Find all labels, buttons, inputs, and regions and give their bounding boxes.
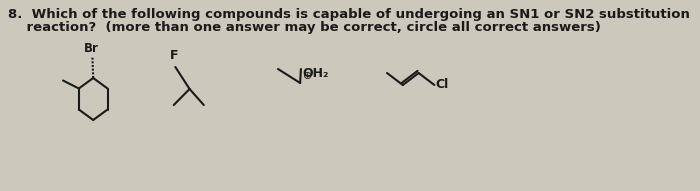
Text: ⊕: ⊕	[302, 71, 312, 81]
Text: F: F	[170, 49, 178, 62]
Text: Cl: Cl	[435, 78, 449, 91]
Text: 8.  Which of the following compounds is capable of undergoing an SN1 or SN2 subs: 8. Which of the following compounds is c…	[8, 8, 690, 21]
Text: OH₂: OH₂	[302, 67, 329, 80]
Text: reaction?  (more than one answer may be correct, circle all correct answers): reaction? (more than one answer may be c…	[8, 21, 601, 34]
Text: Br: Br	[83, 42, 98, 55]
